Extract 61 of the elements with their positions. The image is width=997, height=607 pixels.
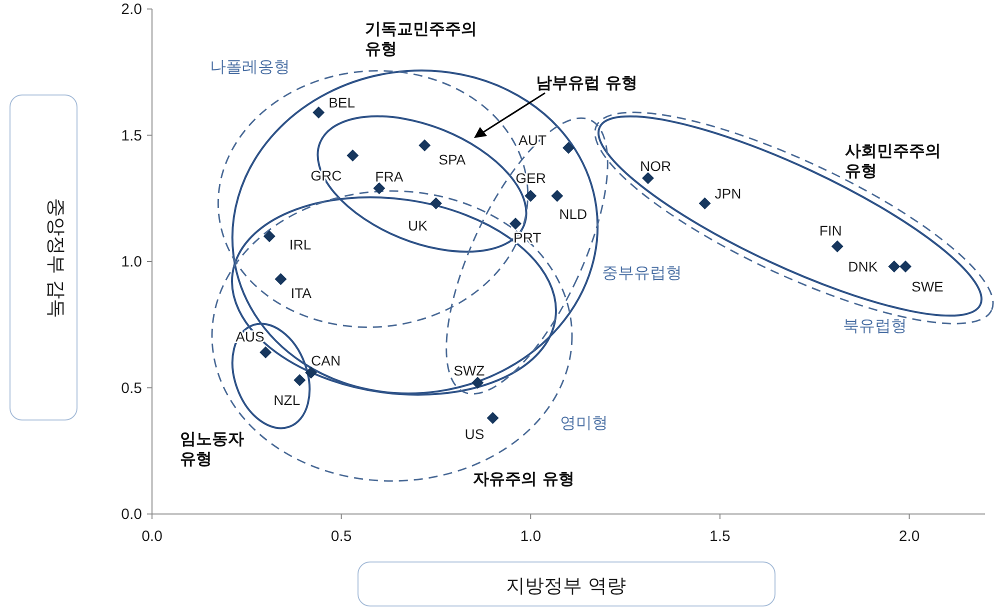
annotation: 남부유럽 유형: [536, 73, 638, 92]
point: [899, 260, 912, 273]
annotation: FIN: [819, 222, 842, 238]
annotation: 영미형: [560, 413, 608, 432]
annotation: CAN: [311, 352, 341, 369]
annotation: US: [464, 426, 484, 442]
annotation: PRT: [513, 230, 542, 246]
point: [263, 230, 276, 242]
annotation: BEL: [328, 94, 356, 111]
annotation: 나폴레옹형: [210, 57, 290, 76]
annotation: DNK: [848, 258, 878, 275]
annotation: 자유주의 유형: [473, 469, 575, 488]
point: [274, 273, 287, 286]
x-tick-label: 1.0: [520, 528, 542, 545]
x-tick-label: 0.0: [142, 528, 162, 545]
annotation: GER: [516, 170, 546, 186]
point: [509, 218, 522, 230]
annotation: NLD: [559, 206, 588, 222]
annotation: UK: [408, 217, 428, 234]
annotation: 북유럽형: [843, 316, 907, 335]
annotation: AUT: [518, 132, 547, 148]
annotation: 임노동자 유형: [180, 429, 244, 468]
y-tick-label: 0.0: [121, 506, 142, 523]
annotation: NZL: [274, 392, 300, 408]
point: [472, 376, 484, 389]
x-tick-label: 0.5: [330, 528, 352, 545]
annotation: NOR: [640, 158, 672, 174]
point: [312, 106, 325, 119]
annotation: 사회민주주의 유형: [845, 141, 941, 180]
y-tick-label: 0.5: [121, 380, 142, 397]
point: [486, 412, 499, 424]
point: [430, 197, 442, 210]
annotation: SPA: [438, 151, 466, 168]
x-axis-title: 지방정부 역량: [506, 575, 626, 597]
y-tick-label: 1.0: [121, 254, 142, 270]
point: [373, 182, 386, 194]
annotation: SWE: [911, 278, 944, 295]
annotation: JPN: [714, 185, 742, 202]
point: [294, 374, 306, 386]
annotation: 기독교민주주의 유형: [365, 19, 477, 58]
point: [642, 172, 654, 184]
y-tick-label: 2.0: [121, 1, 142, 18]
point: [831, 240, 844, 252]
point: [524, 190, 537, 202]
point: [418, 139, 431, 152]
annotation: ITA: [290, 285, 312, 302]
point: [698, 197, 711, 210]
x-tick-label: 2.0: [898, 528, 920, 545]
annotation: FRA: [375, 168, 404, 184]
point: [888, 260, 900, 273]
y-tick-label: 1.5: [121, 127, 142, 144]
x-tick-label: 1.5: [710, 528, 730, 545]
annotation: 중부유럽형: [602, 263, 682, 282]
annotation: IRL: [289, 236, 312, 252]
point: [305, 366, 318, 379]
annotation: SWZ: [454, 362, 486, 379]
point: [260, 346, 272, 358]
y-axis-title: 중앙정부 감독: [45, 198, 67, 318]
point: [346, 149, 359, 162]
point: [551, 190, 564, 202]
point: [562, 142, 574, 154]
